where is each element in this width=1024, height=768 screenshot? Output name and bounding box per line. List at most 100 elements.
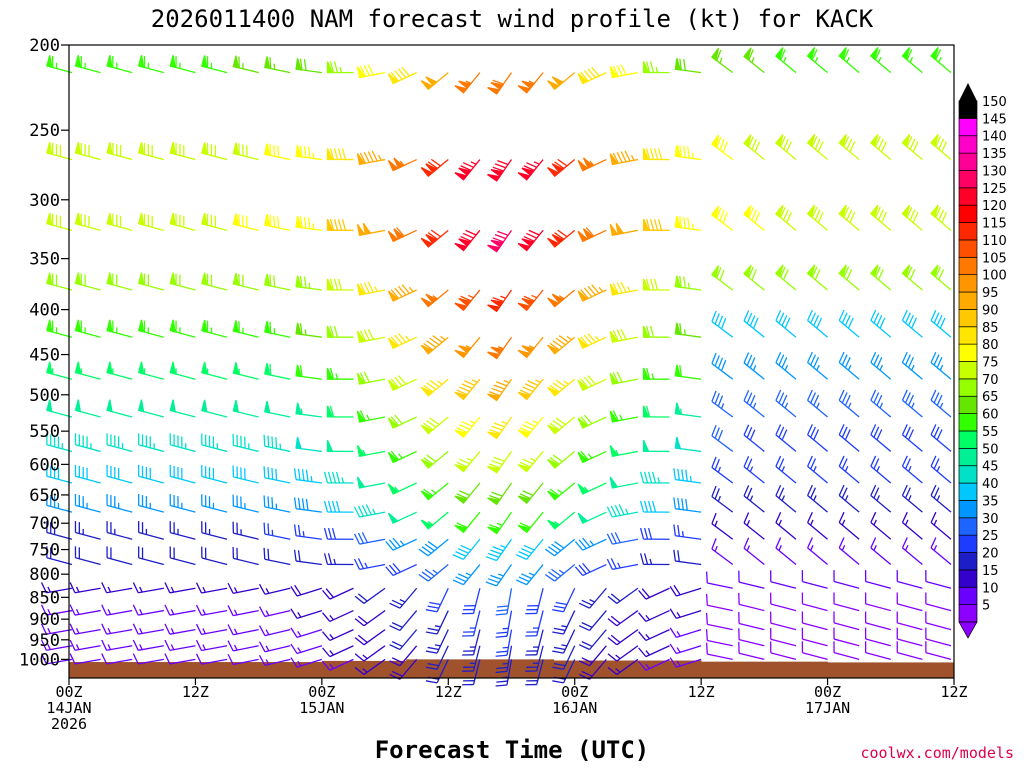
wind-barb	[169, 494, 196, 513]
wind-barb	[642, 218, 670, 231]
colorbar-label: 150	[982, 95, 1007, 110]
wind-barb	[517, 336, 544, 359]
wind-barb	[770, 611, 797, 631]
wind-barb	[807, 511, 828, 540]
y-tick-label: 300	[29, 191, 60, 211]
wind-barb	[101, 604, 133, 616]
colorbar-cell	[958, 482, 978, 501]
colorbar-cell	[958, 500, 978, 519]
wind-barb	[838, 134, 860, 161]
wind-barb	[674, 402, 702, 418]
wind-barb	[137, 546, 164, 566]
wind-barb	[454, 511, 481, 534]
wind-barb	[517, 229, 544, 252]
credit-link[interactable]: coolwx.com/models	[860, 744, 1014, 762]
wind-barb	[673, 524, 702, 540]
wind-barb	[46, 399, 73, 418]
wind-barb	[609, 150, 639, 166]
wind-barb	[743, 424, 765, 452]
wind-barb	[46, 142, 73, 161]
wind-barb	[711, 456, 734, 484]
wind-barb	[578, 587, 607, 609]
wind-barb	[169, 433, 196, 453]
wind-barb	[775, 204, 797, 231]
wind-barb	[227, 605, 259, 617]
wind-barb	[74, 464, 101, 484]
colorbar-cell	[958, 517, 978, 536]
y-axis: 200 250 300 350 400 450 500 550 600 650 700 750 800 8…	[19, 36, 69, 670]
wind-barb	[232, 142, 259, 161]
wind-barb	[132, 639, 164, 651]
wind-barb	[674, 58, 702, 74]
wind-barb	[454, 482, 481, 505]
wind-barb	[69, 623, 101, 635]
wind-barb	[807, 309, 828, 338]
wind-barb	[743, 537, 765, 566]
wind-barb	[264, 143, 291, 161]
wind-barb	[263, 495, 291, 513]
wind-barb	[674, 275, 702, 291]
wind-barb	[901, 204, 923, 231]
wind-barb	[169, 319, 196, 338]
wind-barb	[420, 72, 449, 91]
colorbar-cell	[958, 135, 978, 154]
wind-barb	[326, 405, 354, 418]
wind-barb	[517, 482, 544, 505]
wind-barb	[462, 629, 481, 656]
y-tick-label: 800	[29, 565, 60, 585]
wind-barb	[74, 212, 101, 231]
wind-barb	[454, 289, 481, 312]
wind-barb	[487, 482, 513, 506]
wind-barb	[669, 584, 702, 597]
wind-barb	[295, 402, 322, 418]
wind-barb	[547, 450, 576, 469]
colorbar-cell	[958, 118, 978, 137]
wind-barb	[711, 512, 734, 540]
wind-barb	[387, 511, 417, 524]
wind-barb	[74, 272, 101, 291]
wind-barb	[232, 320, 259, 338]
wind-barb	[418, 564, 449, 582]
wind-barb	[264, 273, 291, 291]
wind-barb	[711, 134, 734, 161]
wind-barb	[295, 436, 322, 453]
wind-barb	[870, 511, 892, 540]
colorbar-cell	[958, 534, 978, 553]
x-tick-label: 00Z	[308, 683, 335, 701]
wind-barb	[263, 466, 291, 484]
wind-barb	[164, 623, 196, 635]
wind-barb	[870, 389, 892, 418]
wind-barb	[495, 645, 513, 674]
wind-barb	[356, 150, 386, 166]
colorbar-cell	[958, 170, 978, 189]
wind-barb	[743, 47, 765, 74]
wind-barb	[74, 361, 101, 380]
wind-barb	[577, 482, 607, 495]
colorbar-cell	[958, 465, 978, 484]
wind-barb	[106, 272, 133, 291]
wind-barb	[901, 134, 923, 161]
wind-barb	[132, 653, 164, 665]
x-axis-label: Forecast Time (UTC)	[375, 736, 650, 764]
wind-barb	[46, 55, 73, 74]
wind-barb	[838, 511, 860, 540]
colorbar-label: 10	[982, 581, 999, 596]
wind-barb	[487, 378, 513, 402]
wind-barb	[387, 482, 417, 495]
colorbar-cell	[958, 413, 978, 432]
wind-barb	[169, 272, 196, 291]
wind-barb	[137, 361, 164, 380]
colorbar-label: 25	[982, 529, 999, 544]
wind-barb	[705, 612, 733, 631]
wind-barb	[743, 456, 765, 484]
wind-barb	[525, 610, 544, 637]
wind-barb	[264, 400, 291, 418]
colorbar-cell	[958, 326, 978, 345]
wind-barb	[711, 205, 734, 231]
wind-barb	[74, 546, 101, 566]
wind-barb	[577, 450, 607, 464]
wind-barb	[775, 424, 797, 452]
wind-barb	[838, 309, 860, 338]
wind-barb	[639, 553, 670, 566]
wind-barb	[738, 612, 765, 631]
